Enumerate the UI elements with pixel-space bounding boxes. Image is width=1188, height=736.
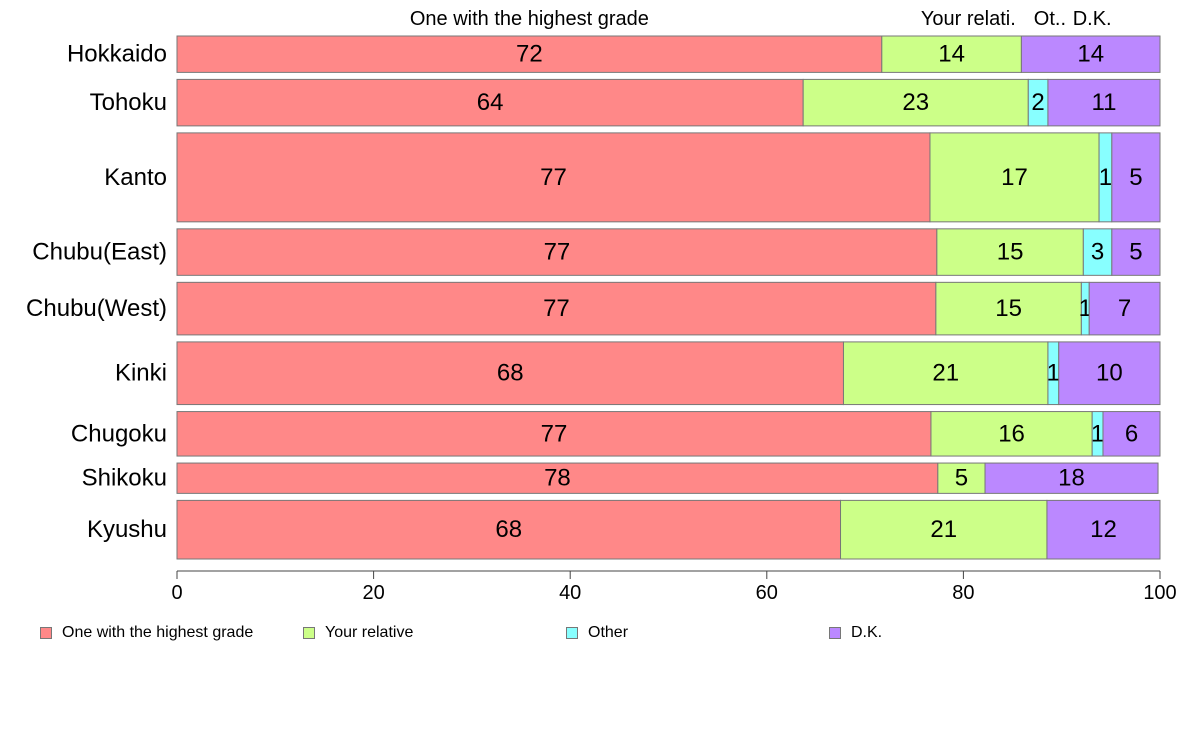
bar-segment bbox=[1082, 228, 1113, 276]
data-label: 3 bbox=[1091, 239, 1104, 266]
data-label: 77 bbox=[543, 295, 570, 322]
category-label: Kinki bbox=[115, 360, 167, 387]
legend-label: One with the highest grade bbox=[62, 624, 254, 641]
top-series-label: Ot.. bbox=[1034, 8, 1066, 30]
bar-segment bbox=[1111, 228, 1161, 276]
data-label: 68 bbox=[495, 516, 522, 543]
data-label: 1 bbox=[1079, 295, 1092, 322]
bar-segment bbox=[930, 411, 1093, 457]
category-label: Chugoku bbox=[71, 420, 167, 447]
data-label: 78 bbox=[544, 465, 571, 492]
data-label: 10 bbox=[1096, 360, 1123, 387]
legend-item: Other bbox=[566, 624, 628, 642]
data-label: 11 bbox=[1092, 89, 1117, 116]
bar-segment bbox=[176, 281, 937, 336]
category-label: Tohoku bbox=[90, 89, 167, 116]
data-label: 7 bbox=[1118, 295, 1131, 322]
bar-segment bbox=[176, 78, 804, 127]
bar-segment bbox=[1111, 132, 1161, 223]
legend: One with the highest grade Your relative O… bbox=[0, 624, 1188, 646]
data-label: 68 bbox=[497, 360, 524, 387]
bar-segment bbox=[176, 411, 932, 457]
data-label: 6 bbox=[1125, 420, 1138, 447]
x-tick-label: 40 bbox=[559, 582, 581, 604]
data-label: 17 bbox=[1001, 164, 1028, 191]
data-label: 2 bbox=[1031, 89, 1044, 116]
legend-swatch bbox=[566, 627, 578, 639]
bar-segment bbox=[1058, 341, 1161, 406]
data-label: 21 bbox=[930, 516, 957, 543]
data-label: 14 bbox=[1077, 41, 1104, 68]
data-label: 1 bbox=[1091, 420, 1104, 447]
bar-segment bbox=[176, 462, 939, 494]
data-label: 23 bbox=[902, 89, 929, 116]
bar-segment bbox=[842, 341, 1049, 406]
data-label: 18 bbox=[1058, 465, 1085, 492]
data-label: 5 bbox=[1129, 239, 1142, 266]
top-series-label: One with the highest grade bbox=[410, 8, 649, 30]
x-tick-label: 60 bbox=[756, 582, 778, 604]
data-label: 5 bbox=[955, 465, 968, 492]
top-series-label: Your relati. bbox=[921, 8, 1016, 30]
bar-segment bbox=[984, 462, 1159, 494]
x-tick-label: 100 bbox=[1143, 582, 1176, 604]
data-label: 14 bbox=[938, 41, 965, 68]
data-label: 1 bbox=[1047, 360, 1060, 387]
bar-segment bbox=[802, 78, 1029, 127]
bar-segment bbox=[1102, 411, 1161, 457]
category-label: Chubu(East) bbox=[32, 239, 167, 266]
legend-swatch bbox=[829, 627, 841, 639]
data-label: 21 bbox=[932, 360, 959, 387]
bar-segment bbox=[1046, 499, 1161, 560]
legend-label: Your relative bbox=[325, 624, 414, 641]
bar-segment bbox=[840, 499, 1048, 560]
bar-segment bbox=[937, 462, 986, 494]
bar-segment bbox=[1020, 35, 1161, 73]
bar-segment bbox=[881, 35, 1022, 73]
data-label: 15 bbox=[997, 239, 1024, 266]
data-label: 5 bbox=[1129, 164, 1142, 191]
x-tick-label: 80 bbox=[952, 582, 974, 604]
data-label: 64 bbox=[477, 89, 504, 116]
category-label: Shikoku bbox=[82, 465, 167, 492]
top-series-label: D.K. bbox=[1073, 8, 1112, 30]
legend-swatch bbox=[40, 627, 52, 639]
legend-label: Other bbox=[588, 624, 629, 641]
data-label: 77 bbox=[540, 164, 567, 191]
legend-item: Your relative bbox=[303, 624, 413, 642]
category-label: Kyushu bbox=[87, 516, 167, 543]
category-label: Chubu(West) bbox=[26, 295, 167, 322]
bar-segment bbox=[936, 228, 1084, 276]
x-tick-label: 0 bbox=[171, 582, 182, 604]
bar-segment bbox=[176, 132, 931, 223]
bar-segment bbox=[929, 132, 1100, 223]
legend-label: D.K. bbox=[851, 624, 883, 641]
data-label: 15 bbox=[995, 295, 1022, 322]
data-label: 1 bbox=[1099, 164, 1112, 191]
legend-swatch bbox=[303, 627, 315, 639]
bar-segment bbox=[176, 228, 938, 276]
bar-segment bbox=[1088, 281, 1161, 336]
data-label: 72 bbox=[516, 41, 543, 68]
legend-item: One with the highest grade bbox=[40, 624, 253, 642]
bar-segment bbox=[176, 35, 883, 73]
data-label: 12 bbox=[1090, 516, 1117, 543]
legend-item: D.K. bbox=[829, 624, 882, 642]
x-tick-label: 20 bbox=[362, 582, 384, 604]
bar-segment bbox=[176, 499, 842, 560]
data-label: 77 bbox=[544, 239, 571, 266]
bar-segment bbox=[176, 341, 844, 406]
bar-segment bbox=[1047, 78, 1161, 127]
category-label: Kanto bbox=[104, 164, 167, 191]
category-label: Hokkaido bbox=[67, 41, 167, 68]
data-label: 16 bbox=[998, 420, 1025, 447]
data-label: 77 bbox=[541, 420, 568, 447]
